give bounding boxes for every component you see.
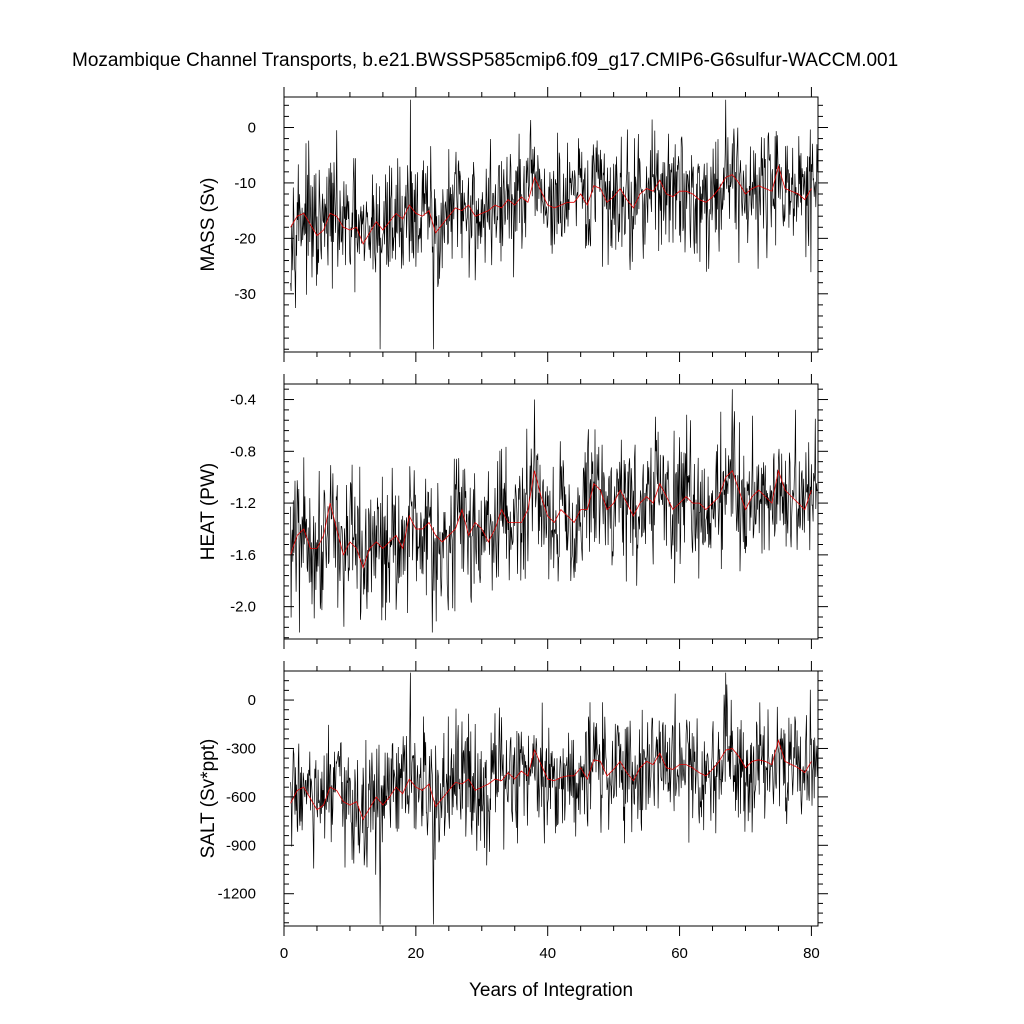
x-tick-label: 80	[803, 945, 820, 962]
y-tick-label: -1.2	[230, 495, 256, 512]
y-axis-label: MASS (Sv)	[198, 178, 219, 272]
annual-mean-line	[290, 738, 812, 821]
panel-mass: 0 -10 -20 -30 MASS (Sv)	[198, 87, 828, 362]
y-tick-label: 0	[248, 119, 256, 136]
y-tick-label: -1.6	[230, 547, 256, 564]
plot-frame	[283, 383, 819, 640]
y-tick-label: -10	[234, 175, 256, 192]
y-tick-label: -0.8	[230, 443, 256, 460]
monthly-series-line	[290, 99, 818, 350]
y-tick-label: -2.0	[230, 599, 256, 616]
plot-frame	[283, 670, 819, 927]
plot-frame	[283, 96, 819, 353]
x-axis-label: Years of Integration	[469, 980, 633, 1001]
y-tick-label: -20	[234, 230, 256, 247]
monthly-series-line	[290, 672, 818, 925]
x-tick-label: 20	[408, 945, 425, 962]
y-tick-label: -1200	[218, 886, 256, 903]
chart-title: Mozambique Channel Transports, b.e21.BWS…	[72, 50, 898, 71]
y-tick-label: -30	[234, 286, 256, 303]
annual-mean-line	[290, 469, 812, 570]
y-tick-label: -600	[226, 789, 256, 806]
panel-salt: 0 -300 -600 -900 -1200 SALT (Sv*ppt) 0 20 40 60 80	[198, 661, 828, 962]
annual-mean-line	[290, 164, 812, 245]
y-tick-label: -300	[226, 740, 256, 757]
y-tick-label: -900	[226, 837, 256, 854]
x-tick-label: 0	[280, 945, 288, 962]
y-tick-label: 0	[248, 692, 256, 709]
y-axis-label: SALT (Sv*ppt)	[198, 739, 219, 859]
y-axis-label: HEAT (PW)	[198, 463, 219, 560]
y-tick-label: -0.4	[230, 392, 256, 409]
panel-heat: -0.4 -0.8 -1.2 -1.6 -2.0 HEAT (PW)	[198, 374, 828, 649]
x-tick-label: 40	[539, 945, 556, 962]
monthly-series-line	[290, 389, 818, 633]
x-tick-label: 60	[671, 945, 688, 962]
